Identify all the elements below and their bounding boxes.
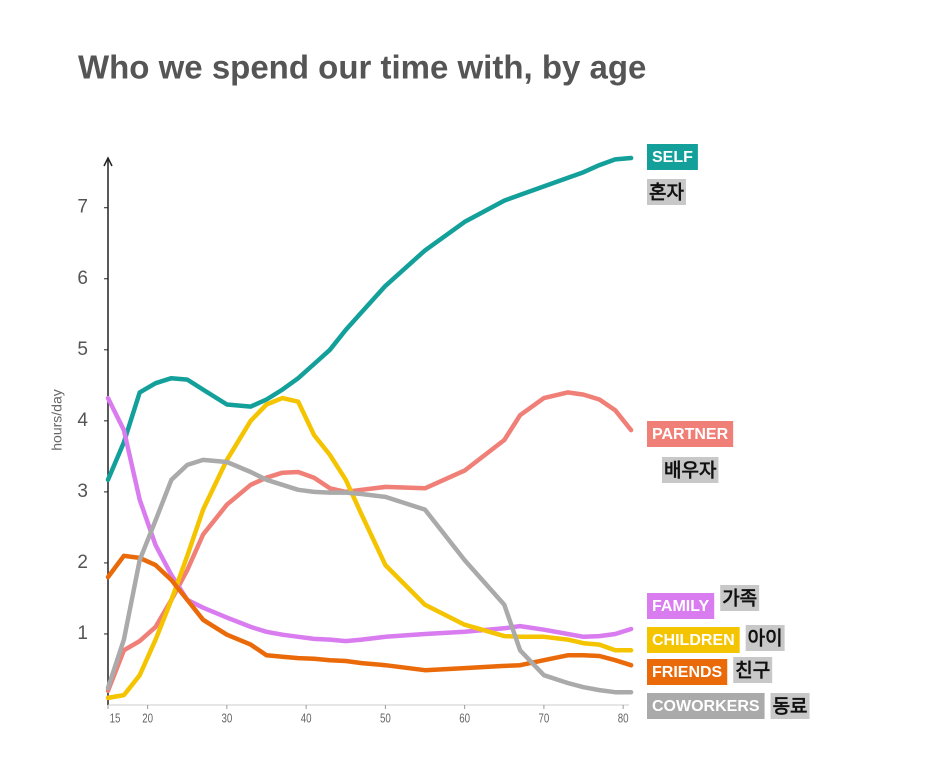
- legend-translation-bg: [662, 457, 719, 483]
- x-tick-label: 60: [459, 712, 470, 726]
- x-tick-label: 15: [110, 712, 121, 726]
- legend-label: CHILDREN: [652, 632, 735, 649]
- x-tick-label: 50: [380, 712, 391, 726]
- legend-label: FAMILY: [652, 598, 710, 615]
- series-line: [105, 457, 634, 695]
- legend-translation-bg: [720, 585, 760, 611]
- legend-translation-bg: [770, 693, 810, 719]
- series-line: [105, 395, 634, 701]
- x-tick-label: 40: [301, 712, 312, 726]
- legend-box: [647, 144, 698, 170]
- legend-label: COWORKERS: [652, 698, 760, 715]
- y-axis-arrow: [103, 156, 113, 167]
- y-tick-label: 4: [77, 410, 88, 431]
- series-line: [105, 553, 634, 673]
- y-tick-label: 5: [77, 339, 88, 360]
- legend-translation: 동료: [773, 696, 808, 718]
- y-tick-label: 7: [77, 197, 88, 218]
- legend-translation-bg: [733, 657, 773, 683]
- x-tick-label: 20: [142, 712, 153, 726]
- y-tick-label: 2: [77, 552, 88, 573]
- legend-box: [647, 659, 728, 685]
- legend-label: FRIENDS: [652, 664, 723, 681]
- legend-translation: 아이: [748, 628, 783, 650]
- y-tick-label: 3: [77, 481, 88, 502]
- y-tick-label: 6: [77, 268, 88, 289]
- legend-label: SELF: [652, 149, 693, 166]
- x-tick-label: 30: [221, 712, 232, 726]
- chart-title: Who we spend our time with, by age: [78, 49, 646, 86]
- x-tick-label: 80: [618, 712, 629, 726]
- series-line: [105, 390, 634, 694]
- legend-box: [647, 627, 740, 653]
- legend-translation-bg: [647, 179, 686, 205]
- series-line: [105, 395, 634, 644]
- legend-translation: 가족: [722, 588, 757, 610]
- legend-box: [647, 693, 765, 719]
- legend-box: [647, 593, 715, 619]
- series-line: [105, 155, 634, 483]
- legend-label: PARTNER: [652, 426, 729, 443]
- legend-translation-bg: [745, 625, 785, 651]
- legend-translation: 배우자: [664, 460, 717, 482]
- legend-box: [647, 421, 734, 447]
- legend-translation: 친구: [735, 660, 770, 682]
- legend-translation: 혼자: [649, 181, 684, 204]
- y-axis-label: hours/day: [49, 389, 65, 450]
- y-tick-label: 1: [77, 623, 88, 644]
- x-tick-label: 70: [538, 712, 549, 726]
